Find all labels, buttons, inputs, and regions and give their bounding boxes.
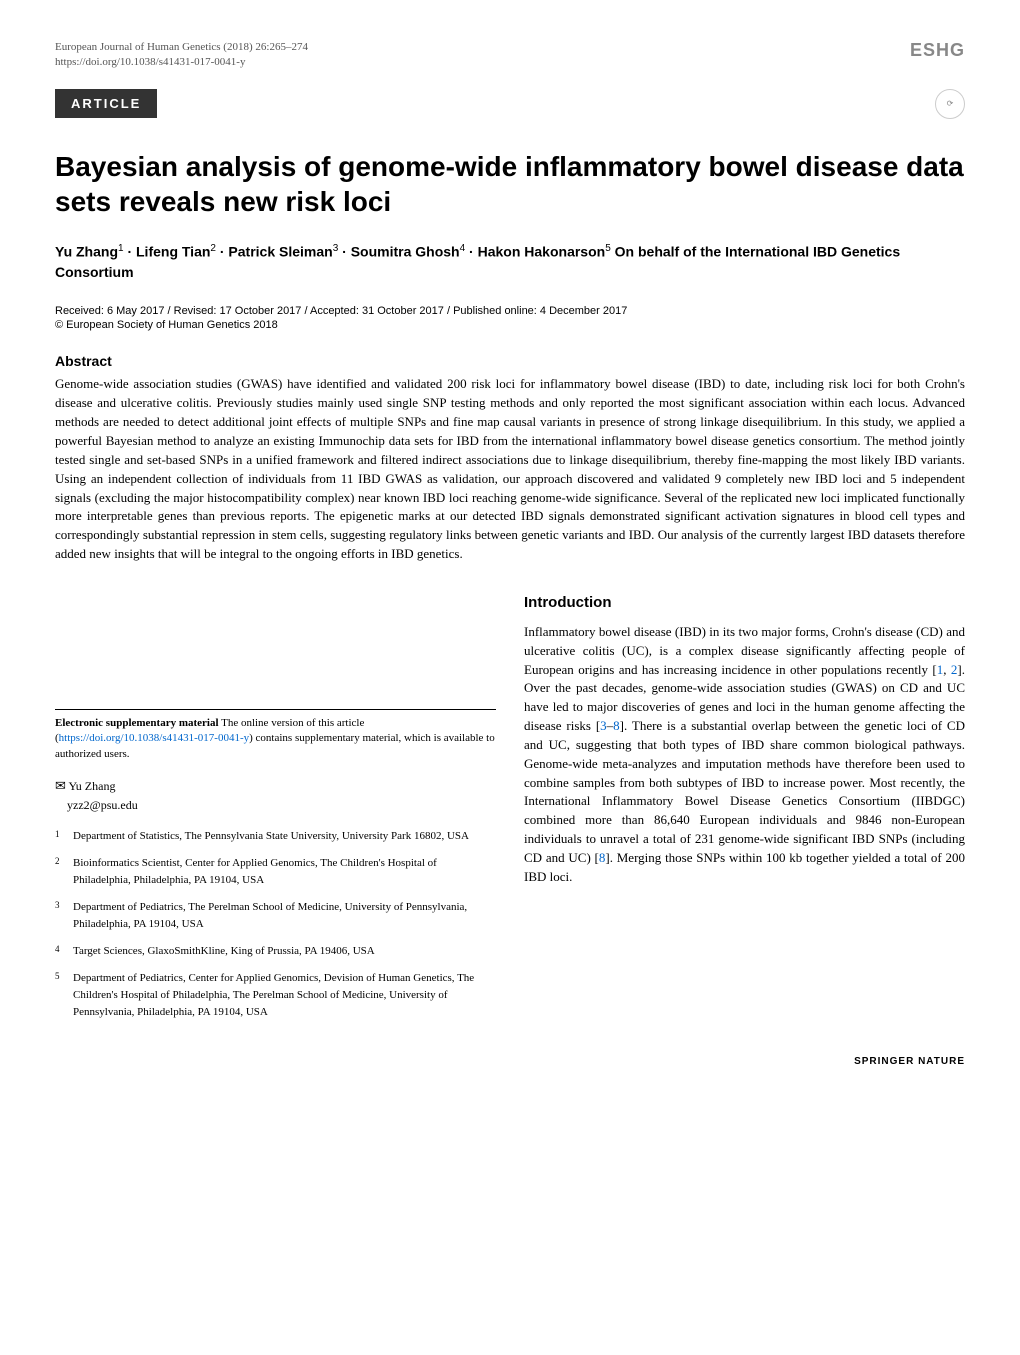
publisher-footer: SPRINGER NATURE (55, 1056, 965, 1067)
supp-link[interactable]: https://doi.org/10.1038/s41431-017-0041-… (59, 732, 249, 744)
check-updates-icon: ⟳ (947, 99, 954, 108)
article-dates: Received: 6 May 2017 / Revised: 17 Octob… (55, 305, 965, 317)
left-column: Electronic supplementary material The on… (55, 594, 496, 1031)
article-title: Bayesian analysis of genome-wide inflamm… (55, 149, 965, 219)
affil-number: 1 (55, 828, 73, 845)
supp-label: Electronic supplementary material (55, 717, 219, 729)
affil-text: Department of Statistics, The Pennsylvan… (73, 828, 496, 845)
header-top: European Journal of Human Genetics (2018… (55, 40, 965, 71)
envelope-icon: ✉ (55, 778, 66, 793)
corr-email[interactable]: yzz2@psu.edu (67, 798, 138, 812)
authors-list: Yu Zhang1 · Lifeng Tian2 · Patrick Sleim… (55, 241, 965, 284)
abstract-text: Genome-wide association studies (GWAS) h… (55, 375, 965, 563)
copyright-line: © European Society of Human Genetics 201… (55, 319, 965, 331)
left-spacer (55, 594, 496, 709)
affiliation-item: 5 Department of Pediatrics, Center for A… (55, 970, 496, 1021)
affil-number: 5 (55, 970, 73, 1021)
affil-number: 2 (55, 855, 73, 889)
two-column-layout: Electronic supplementary material The on… (55, 594, 965, 1031)
corr-name: Yu Zhang (68, 779, 115, 793)
affiliation-item: 2 Bioinformatics Scientist, Center for A… (55, 855, 496, 889)
check-updates-badge[interactable]: ⟳ (935, 89, 965, 119)
article-type-bar: ARTICLE ⟳ (55, 89, 965, 119)
affil-number: 3 (55, 899, 73, 933)
right-column: Introduction Inflammatory bowel disease … (524, 594, 965, 1031)
affil-text: Department of Pediatrics, Center for App… (73, 970, 496, 1021)
introduction-text: Inflammatory bowel disease (IBD) in its … (524, 623, 965, 887)
article-type-label: ARTICLE (55, 89, 157, 118)
abstract-heading: Abstract (55, 353, 965, 369)
affil-text: Bioinformatics Scientist, Center for App… (73, 855, 496, 889)
doi-link[interactable]: https://doi.org/10.1038/s41431-017-0041-… (55, 55, 308, 70)
affil-text: Target Sciences, GlaxoSmithKline, King o… (73, 943, 496, 960)
affiliations-list: 1 Department of Statistics, The Pennsylv… (55, 828, 496, 1021)
affiliation-item: 4 Target Sciences, GlaxoSmithKline, King… (55, 943, 496, 960)
journal-info: European Journal of Human Genetics (2018… (55, 40, 308, 71)
corresponding-author: ✉ Yu Zhang yzz2@psu.edu (55, 776, 496, 814)
page-container: European Journal of Human Genetics (2018… (0, 0, 1020, 1097)
affil-number: 4 (55, 943, 73, 960)
journal-citation: European Journal of Human Genetics (2018… (55, 40, 308, 55)
introduction-heading: Introduction (524, 594, 965, 611)
supplementary-material-box: Electronic supplementary material The on… (55, 709, 496, 762)
affiliation-item: 3 Department of Pediatrics, The Perelman… (55, 899, 496, 933)
eshg-logo: ESHG (910, 40, 965, 61)
affil-text: Department of Pediatrics, The Perelman S… (73, 899, 496, 933)
affiliation-item: 1 Department of Statistics, The Pennsylv… (55, 828, 496, 845)
